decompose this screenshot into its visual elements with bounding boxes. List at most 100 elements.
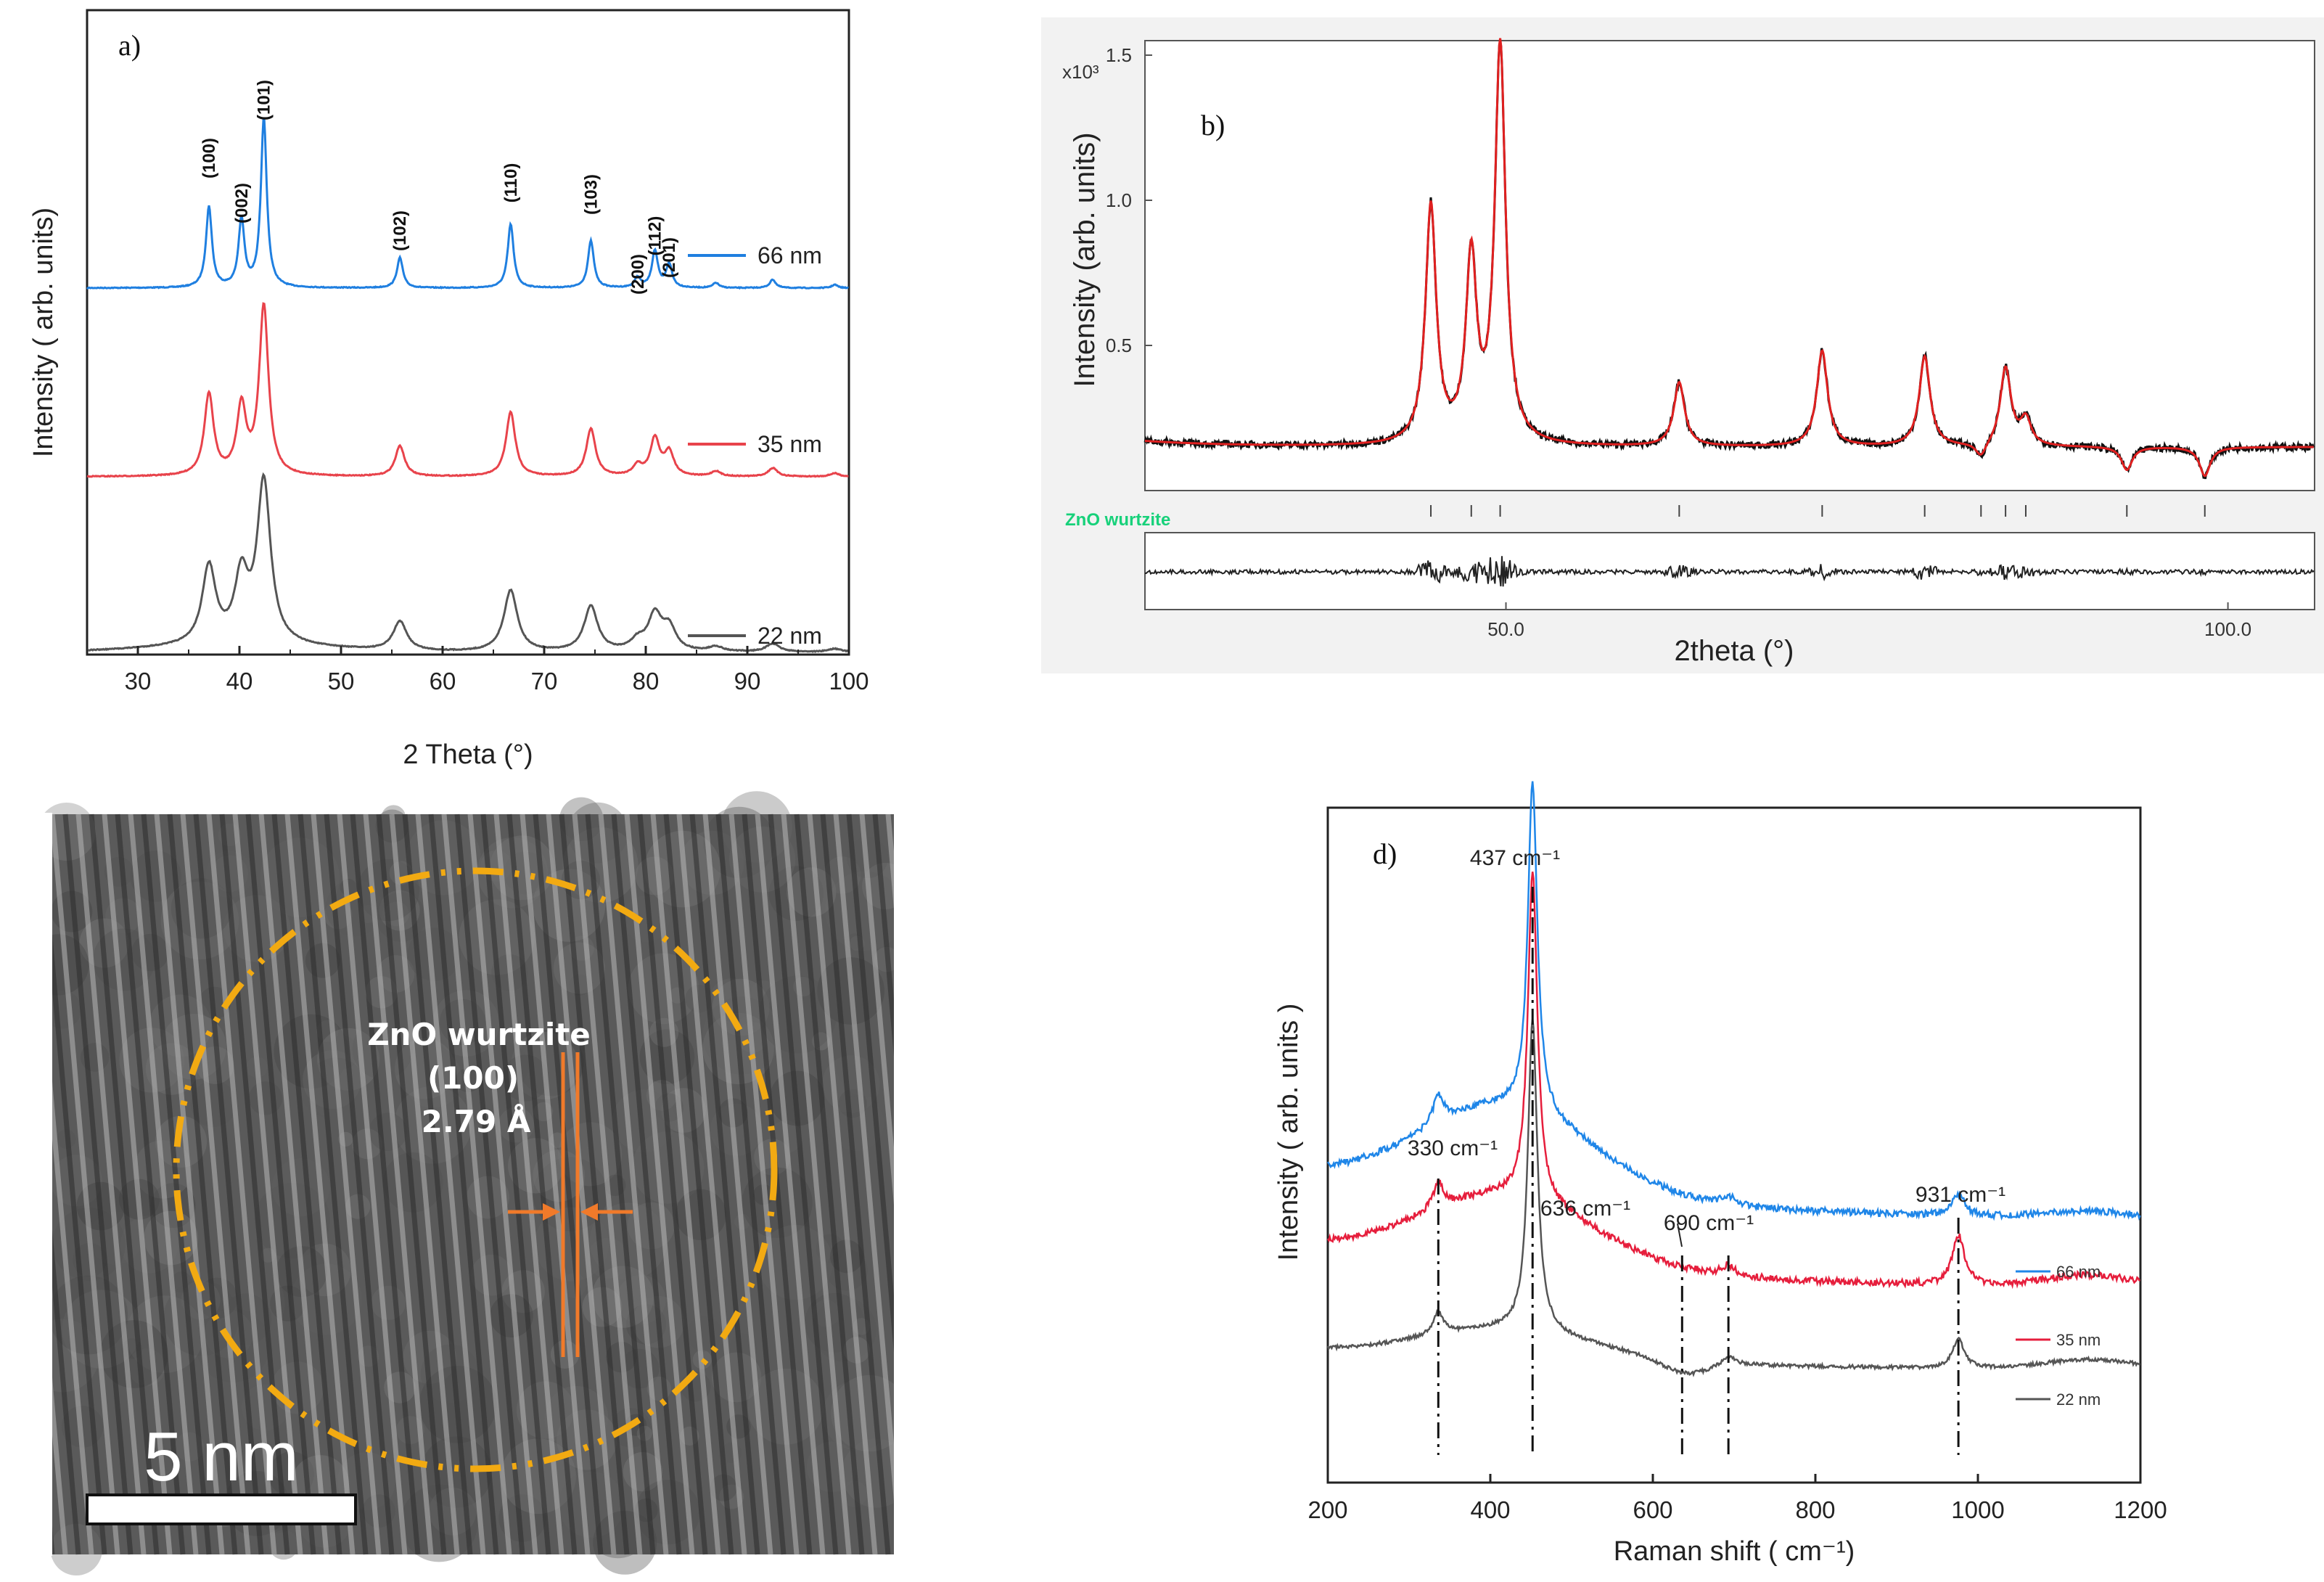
tem-lattice-fringe: [781, 813, 852, 1555]
tem-lattice-fringe: [585, 813, 656, 1555]
panel-d-peak-label: 636 cm⁻¹: [1540, 1197, 1630, 1221]
tem-spacing-label: 2.79 Å: [422, 1103, 531, 1139]
tem-lattice-fringe: [219, 813, 290, 1555]
panel-a-x-tick-label: 60: [430, 668, 456, 694]
panel-d-y-axis-title: Intensity ( arb. units ): [1273, 1004, 1304, 1261]
tem-lattice-fringe: [480, 813, 551, 1555]
tem-grain: [155, 1115, 208, 1168]
tem-lattice-fringe: [245, 813, 316, 1555]
tem-lattice-fringe: [141, 813, 212, 1555]
panel-d-x-axis-title: Raman shift ( cm⁻¹): [1614, 1536, 1855, 1567]
panel-a-x-tick-label: 90: [734, 668, 761, 694]
tem-plane-label: (100): [427, 1060, 519, 1096]
tem-lattice-fringe: [206, 813, 277, 1555]
tem-grain: [271, 1158, 330, 1217]
tem-lattice-fringe: [546, 813, 617, 1555]
tem-lattice-fringe: [467, 813, 538, 1555]
tem-lattice-fringe: [441, 813, 512, 1555]
panel-c-tem-image: c) ZnO wurtzite(100)2.79 Å5 nm: [0, 791, 1329, 1575]
panel-a-x-tick-label: 30: [125, 668, 152, 694]
tem-lattice-fringe: [402, 813, 473, 1555]
panel-a-hkl-label: (103): [581, 174, 601, 215]
tem-grain: [711, 1352, 762, 1403]
tem-lattice-fringe: [663, 813, 734, 1555]
panel-b-y-tick-label: 1.5: [1106, 44, 1132, 66]
tem-mask-left: [0, 813, 52, 1556]
tem-lattice-fringe: [493, 813, 564, 1555]
tem-lattice-fringe: [533, 813, 604, 1555]
panel-a-hkl-label: (002): [232, 183, 252, 224]
tem-lattice-fringe: [154, 813, 225, 1555]
panel-a-hkl-label: (101): [255, 80, 274, 120]
tem-grain: [135, 907, 183, 955]
panel-b-chart: b) x10³ 0.5 1.0 1.5 ZnO wurtzite 50.0 100.0…: [1041, 17, 2324, 673]
tem-grain: [407, 927, 461, 981]
tem-lattice-fringe: [62, 813, 134, 1555]
panel-a-hkl-label: (112): [646, 216, 665, 256]
panel-d-legend-label: 22 nm: [2056, 1390, 2101, 1409]
panel-d-x-tick-label: 800: [1795, 1496, 1835, 1523]
tem-grain: [686, 1316, 723, 1352]
tem-grain: [553, 942, 605, 994]
panel-a-chart: a) (100) (002) (101) (102) (110) (103) (200)(1…: [28, 9, 869, 770]
tem-lattice-fringe: [454, 813, 525, 1555]
tem-grain: [326, 879, 383, 937]
tem-grain: [50, 1155, 102, 1207]
tem-lattice-fringe: [820, 813, 891, 1555]
panel-d-peak-label: 931 cm⁻¹: [1916, 1183, 2005, 1207]
panel-a-y-axis-title: Intensity ( arb. units): [28, 208, 59, 457]
panel-b-letter: b): [1201, 109, 1225, 142]
tem-lattice-fringe: [415, 813, 486, 1555]
tem-lattice-fringe: [794, 813, 865, 1555]
panel-d-chart: d) 330 cm⁻¹ 437 cm⁻¹ 636 cm⁻¹ 690 cm⁻¹ 931 c…: [1273, 781, 2167, 1567]
panel-d-arrow-636: [1677, 1223, 1683, 1247]
tem-lattice-fringe: [520, 813, 591, 1555]
panel-a-series-line-66nm: [86, 118, 849, 290]
panel-a-hkl-label: (100): [200, 138, 219, 179]
tem-lattice-fringe: [284, 813, 356, 1555]
tem-lattice-fringe: [389, 813, 460, 1555]
tem-lattice-fringe: [428, 813, 499, 1555]
tem-lattice-fringe: [755, 813, 826, 1555]
panel-a-hkl-label: (102): [390, 210, 410, 251]
tem-grain: [508, 1138, 564, 1194]
tem-phase-label: ZnO wurtzite: [367, 1017, 591, 1052]
panel-d-x-tick-label: 1000: [1951, 1496, 2004, 1523]
panel-a-x-tick-label: 80: [633, 668, 660, 694]
tem-grain: [220, 1293, 272, 1345]
panel-d-legend-label: 66 nm: [2056, 1263, 2101, 1281]
tem-lattice-fringe: [702, 813, 773, 1555]
tem-lattice-fringe: [258, 813, 329, 1555]
tem-lattice-fringe: [715, 813, 787, 1555]
tem-grain: [131, 933, 169, 972]
tem-grain: [502, 1054, 549, 1102]
panel-d-peak-label: 330 cm⁻¹: [1408, 1136, 1498, 1160]
panel-a-x-axis-title: 2 Theta (°): [403, 739, 533, 770]
panel-a-legend-label: 35 nm: [757, 431, 822, 457]
tem-grain: [787, 867, 837, 917]
panel-a-hkl-label: (110): [501, 163, 521, 203]
tem-lattice-fringe: [650, 813, 721, 1555]
panel-a-legend-label: 66 nm: [757, 242, 822, 269]
tem-grain: [130, 851, 181, 902]
tem-lattice-fringe: [611, 813, 682, 1555]
panel-a-plot-frame: [86, 9, 850, 656]
tem-grain: [145, 1043, 198, 1095]
panel-b-difference-line: [1144, 556, 2315, 587]
panel-b-y-tick-label: 1.0: [1106, 189, 1132, 211]
tem-lattice-fringe: [689, 813, 760, 1555]
tem-lattice-fringe: [676, 813, 747, 1555]
tem-lattice-fringe: [637, 813, 708, 1555]
panel-d-series-line-35nm: [1326, 872, 2140, 1290]
panel-d-peak-label: 437 cm⁻¹: [1470, 846, 1560, 870]
panel-d-letter: d): [1373, 837, 1397, 870]
panel-b-phase-label: ZnO wurtzite: [1065, 510, 1170, 530]
panel-d-peak-label: 690 cm⁻¹: [1664, 1211, 1754, 1235]
tem-lattice-fringe: [833, 813, 904, 1555]
tem-lattice-fringe: [232, 813, 303, 1555]
tem-lattice-fringe: [624, 813, 695, 1555]
tem-lattice-fringe: [728, 813, 800, 1555]
tem-grain: [471, 1254, 512, 1296]
panel-a-x-tick-label: 50: [328, 668, 355, 694]
panel-a-letter: a): [118, 29, 141, 62]
